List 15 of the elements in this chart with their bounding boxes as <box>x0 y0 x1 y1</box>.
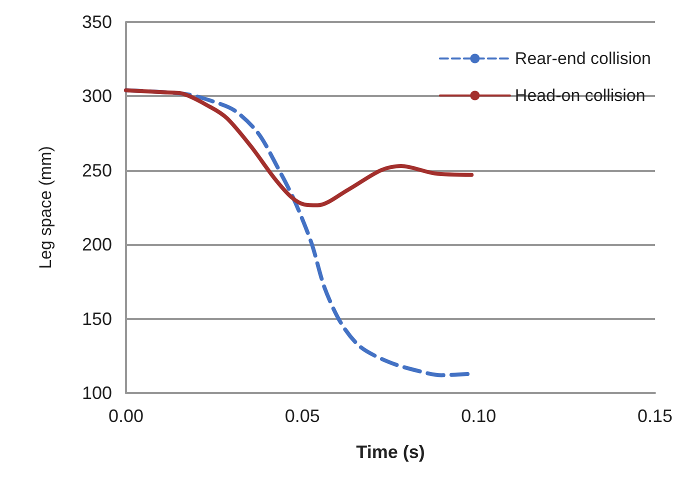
y-axis-title: Leg space (mm) <box>36 146 55 269</box>
y-tick-label: 250 <box>82 160 112 180</box>
x-tick-label: 0.10 <box>461 406 496 426</box>
y-tick-label: 200 <box>82 234 112 255</box>
x-tick-label: 0.00 <box>108 406 144 426</box>
y-tick-label: 100 <box>82 383 112 403</box>
legend-label: Head-on collision <box>514 86 646 105</box>
y-tick-label: 350 <box>82 12 112 32</box>
x-tick-label: 0.05 <box>284 406 320 426</box>
y-tick-label: 300 <box>82 86 112 106</box>
y-tick-label: 150 <box>82 308 112 329</box>
x-tick-label: 0.15 <box>637 406 673 426</box>
x-axis-title: Time (s) <box>356 442 425 462</box>
legend-label: Rear-end collision <box>514 49 652 68</box>
line-series <box>124 88 474 208</box>
